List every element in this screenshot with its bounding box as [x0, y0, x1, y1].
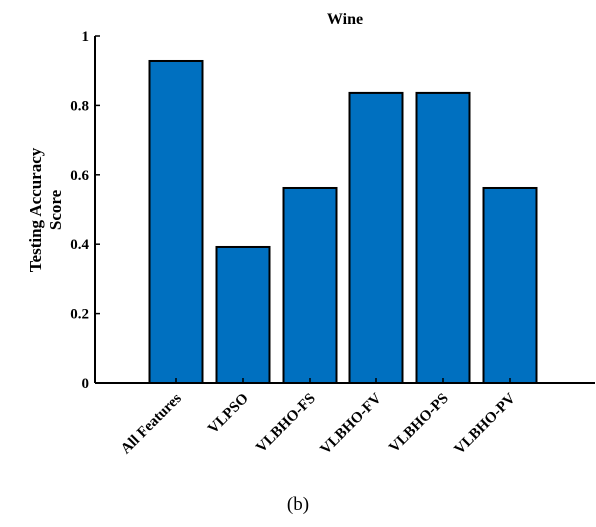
y-tick-label: 0: [82, 376, 90, 392]
y-tick-label: 1: [82, 29, 90, 45]
y-axis-label-line-1: Testing Accuracy: [26, 147, 45, 272]
y-tick-label: 0.4: [70, 237, 89, 253]
x-tick-label: VLBHO-PV: [452, 390, 519, 457]
bar-4: [348, 91, 404, 385]
bar-3: [282, 186, 338, 384]
figure-caption: (b): [287, 494, 309, 515]
bars-group: [148, 59, 538, 385]
y-axis-label-line-2: Score: [46, 189, 65, 230]
bar-1: [148, 59, 204, 384]
y-ticks-group: 0 0.2 0.4 0.6 0.8 1: [70, 29, 100, 392]
y-tick-label: 0.6: [70, 168, 89, 184]
x-tick-label: VLBHO-PS: [386, 391, 452, 457]
chart-title: Wine: [327, 11, 363, 28]
axes-group: [94, 36, 595, 384]
y-tick-label: 0.2: [70, 307, 89, 323]
y-tick-label: 0.8: [70, 98, 89, 114]
bar-2: [215, 245, 271, 384]
x-tick-label: VLPSO: [205, 391, 252, 438]
bar-5: [415, 91, 471, 385]
x-tick-label: VLBHO-FV: [318, 390, 385, 457]
x-tick-label: All Features: [118, 390, 185, 457]
bar-6: [482, 186, 538, 384]
x-tick-label: VLBHO-FS: [253, 391, 319, 457]
y-axis-label: Testing Accuracy Score: [26, 147, 65, 272]
